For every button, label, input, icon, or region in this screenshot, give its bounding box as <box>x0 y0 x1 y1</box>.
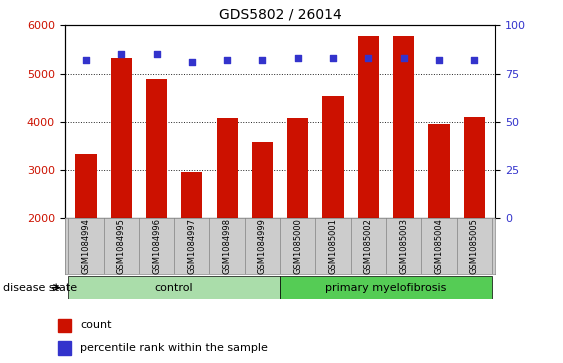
Text: count: count <box>80 320 111 330</box>
Point <box>470 57 479 63</box>
Bar <box>428 125 449 218</box>
Bar <box>58 342 71 355</box>
Text: GSM1084998: GSM1084998 <box>222 218 231 274</box>
Point <box>258 57 267 63</box>
Point <box>293 55 302 61</box>
Text: GSM1085004: GSM1085004 <box>435 218 444 274</box>
Bar <box>358 36 379 218</box>
Title: GDS5802 / 26014: GDS5802 / 26014 <box>218 8 342 21</box>
Point <box>152 52 161 57</box>
Bar <box>323 96 343 218</box>
Point <box>435 57 444 63</box>
Text: GSM1085002: GSM1085002 <box>364 218 373 274</box>
Bar <box>287 118 309 218</box>
Text: GSM1084999: GSM1084999 <box>258 218 267 274</box>
Bar <box>217 118 238 218</box>
Point <box>364 55 373 61</box>
Bar <box>181 172 203 218</box>
Point <box>187 59 196 65</box>
Text: GSM1085001: GSM1085001 <box>329 218 338 274</box>
Text: GSM1084994: GSM1084994 <box>82 218 91 274</box>
Text: GSM1084996: GSM1084996 <box>152 218 161 274</box>
Bar <box>464 117 485 218</box>
Bar <box>280 276 492 299</box>
Text: control: control <box>155 283 194 293</box>
Point <box>117 52 126 57</box>
Bar <box>252 142 273 218</box>
Point <box>222 57 231 63</box>
Bar <box>146 79 167 218</box>
Bar <box>393 36 414 218</box>
Text: disease state: disease state <box>3 283 77 293</box>
Point <box>399 55 408 61</box>
Text: primary myelofibrosis: primary myelofibrosis <box>325 283 446 293</box>
Text: GSM1084995: GSM1084995 <box>117 218 126 274</box>
Text: GSM1085003: GSM1085003 <box>399 218 408 274</box>
Bar <box>68 276 280 299</box>
Point <box>329 55 338 61</box>
Point <box>82 57 91 63</box>
Bar <box>111 58 132 218</box>
Text: GSM1085000: GSM1085000 <box>293 218 302 274</box>
Text: GSM1084997: GSM1084997 <box>187 218 196 274</box>
Text: GSM1085005: GSM1085005 <box>470 218 479 274</box>
Bar <box>75 154 96 218</box>
Text: percentile rank within the sample: percentile rank within the sample <box>80 343 268 352</box>
Bar <box>58 319 71 332</box>
